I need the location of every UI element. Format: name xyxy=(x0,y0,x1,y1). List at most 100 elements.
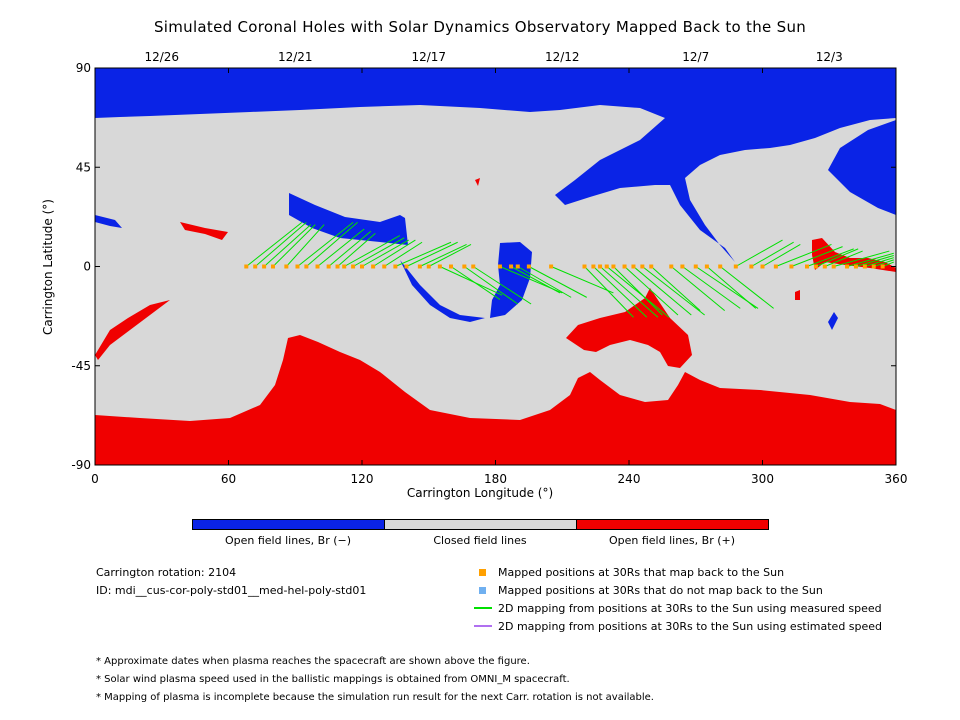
mapping-line xyxy=(650,266,701,311)
x-tick-label: 180 xyxy=(484,472,507,486)
mapping-line xyxy=(775,243,832,267)
mapped-position-marker xyxy=(622,264,627,269)
mapping-line xyxy=(406,241,458,267)
mapped-position-marker xyxy=(393,264,398,269)
x-tick-label: 300 xyxy=(751,472,774,486)
y-axis-label: Carrington Latitude (°) xyxy=(41,199,55,335)
unmapped-marker-label: Mapped positions at 30Rs that do not map… xyxy=(498,584,823,597)
mapping-line xyxy=(706,266,757,309)
mapping-line xyxy=(337,233,376,267)
carrington-rotation: Carrington rotation: 2104 xyxy=(96,566,237,579)
mapped-position-marker xyxy=(853,264,858,269)
mapping-line xyxy=(306,222,358,267)
mapping-line xyxy=(833,250,890,267)
mapping-line xyxy=(624,266,679,316)
mapped-position-marker xyxy=(611,264,616,269)
open-negative-region-7 xyxy=(95,215,122,228)
mapped-position-marker xyxy=(371,264,376,269)
mapping-line xyxy=(613,266,663,316)
y-tick-label: 90 xyxy=(76,61,91,75)
mapping-line xyxy=(517,266,572,298)
mapped-position-marker xyxy=(284,264,289,269)
mapped-position-marker xyxy=(680,264,685,269)
mapped-position-marker xyxy=(342,264,347,269)
legend-label-open-positive: Open field lines, Br (+) xyxy=(608,534,736,547)
mapping-line xyxy=(317,228,365,267)
mapped-position-marker xyxy=(326,264,331,269)
date-tick-label: 12/12 xyxy=(545,50,580,64)
mapped-position-marker xyxy=(845,264,850,269)
estimated-line-label: 2D mapping from positions at 30Rs to the… xyxy=(498,620,883,633)
mapped-position-marker xyxy=(360,264,364,269)
mapped-position-marker xyxy=(789,264,794,269)
mapping-line xyxy=(682,266,741,309)
mapped-position-marker xyxy=(880,264,885,269)
open-negative-region-6 xyxy=(828,312,838,330)
mapping-line xyxy=(510,266,561,294)
y-tick-label: -45 xyxy=(71,359,91,373)
mapped-position-marker xyxy=(862,264,867,269)
mapped-position-marker xyxy=(749,264,754,269)
mapping-lines xyxy=(245,221,894,318)
mapping-line xyxy=(751,241,794,267)
mapping-line xyxy=(372,239,416,267)
mapped-position-marker xyxy=(773,264,778,269)
legend-label-closed: Closed field lines xyxy=(433,534,527,547)
x-tick-label: 60 xyxy=(221,472,236,486)
mapped-position-marker xyxy=(351,264,356,269)
mapping-line xyxy=(528,266,587,298)
x-tick-label: 360 xyxy=(885,472,908,486)
mapped-position-marker xyxy=(669,264,674,269)
mapping-line xyxy=(254,222,307,267)
mapping-line xyxy=(328,230,372,267)
mapped-position-marker xyxy=(404,264,409,269)
note-2: * Solar wind plasma speed used in the ba… xyxy=(96,674,570,685)
mapping-line xyxy=(606,266,670,318)
mapping-line xyxy=(791,246,843,267)
open-positive-region-6 xyxy=(795,290,800,300)
mapped-position-marker xyxy=(760,264,765,269)
legend-swatch-closed xyxy=(384,519,577,530)
mapping-line xyxy=(719,266,774,309)
mapped-position-marker xyxy=(449,264,453,269)
mapping-line xyxy=(419,243,467,267)
mapped-position-marker xyxy=(497,264,502,269)
mapping-line xyxy=(873,259,894,267)
mapped-position-marker xyxy=(813,264,818,269)
note-3: * Mapping of plasma is incomplete becaus… xyxy=(96,692,654,703)
note-1: * Approximate dates when plasma reaches … xyxy=(96,656,530,667)
legend-swatch-open-positive xyxy=(576,519,769,530)
mapping-line xyxy=(584,266,634,318)
mapped-position-marker xyxy=(582,264,587,269)
mapped-position-marker xyxy=(640,264,645,269)
mapping-line xyxy=(272,224,316,267)
mapped-position-marker xyxy=(295,264,300,269)
x-axis-label: Carrington Longitude (°) xyxy=(406,486,554,500)
mapping-line xyxy=(450,266,501,300)
estimated-line-swatch xyxy=(474,625,492,627)
mapping-line xyxy=(762,244,801,267)
mapped-position-marker xyxy=(471,264,476,269)
date-tick-label: 12/26 xyxy=(144,50,179,64)
mapped-position-marker xyxy=(462,264,467,269)
mapped-position-marker xyxy=(631,264,636,269)
mapping-line xyxy=(285,224,325,267)
unmapped-marker-swatch xyxy=(479,587,486,594)
open-positive-region-3 xyxy=(95,300,170,360)
date-tick-label: 12/17 xyxy=(411,50,446,64)
mapped-position-marker xyxy=(244,264,249,269)
mapping-line xyxy=(464,266,519,305)
mapping-line xyxy=(633,266,692,316)
mapped-position-marker xyxy=(604,264,609,269)
mapped-marker-label: Mapped positions at 30Rs that map back t… xyxy=(498,566,785,579)
mapping-line xyxy=(343,235,401,267)
y-tick-label: -90 xyxy=(71,458,91,472)
open-positive-region-4 xyxy=(180,222,228,240)
mapping-line xyxy=(670,266,725,311)
date-tick-label: 12/7 xyxy=(682,50,709,64)
legend-swatch-open-negative xyxy=(192,519,385,530)
mapping-line xyxy=(550,266,614,294)
run-id: ID: mdi__cus-cor-poly-std01__med-hel-pol… xyxy=(96,584,367,597)
mapping-line xyxy=(846,252,894,267)
mapped-position-marker xyxy=(591,264,596,269)
